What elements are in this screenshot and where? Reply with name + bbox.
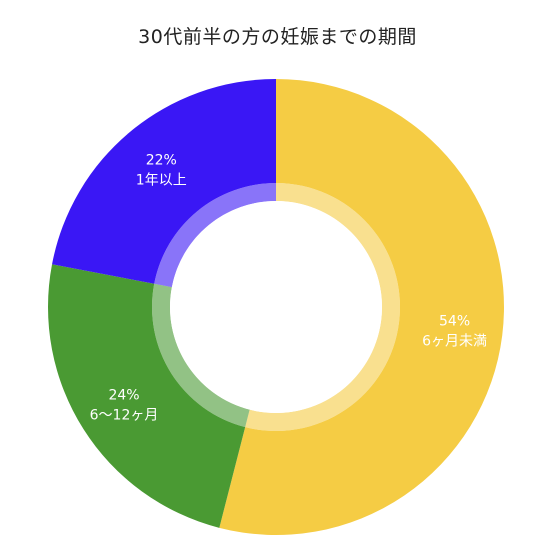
slice-labels: 54% 6ヶ月未満 24% 6〜12ヶ月 22% 1年以上 (90, 152, 487, 423)
slice-1-percent-label: 54% (439, 314, 470, 330)
chart-title: 30代前半の方の妊娠までの期間 (138, 26, 417, 48)
slice-1-category-label: 6ヶ月未満 (422, 334, 487, 350)
slice-2 (47, 264, 246, 528)
donut-slices (47, 79, 504, 535)
slice-3 (52, 79, 276, 284)
slice-1 (219, 79, 504, 535)
donut-hole (170, 201, 382, 413)
slice-2-inner-band (152, 283, 250, 428)
slice-3-inner-band (154, 182, 276, 288)
slice-3-category-label: 1年以上 (136, 172, 187, 188)
slice-2-percent-label: 24% (108, 387, 139, 403)
slice-2-category-label: 6〜12ヶ月 (90, 407, 159, 423)
slice-3-percent-label: 22% (146, 152, 177, 168)
